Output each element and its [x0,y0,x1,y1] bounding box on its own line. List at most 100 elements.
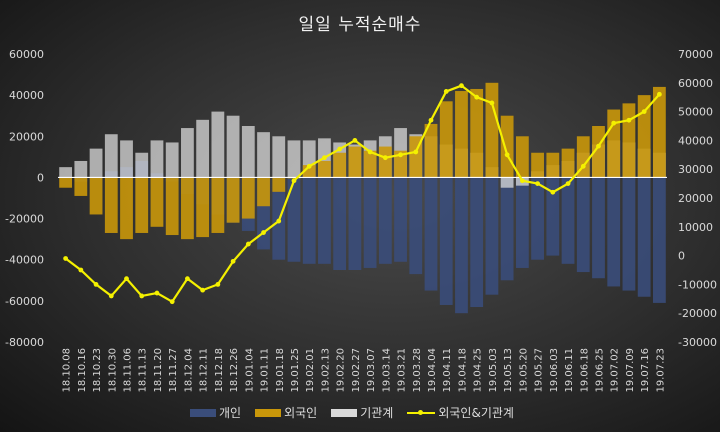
bar-institution [196,119,210,178]
line-point-foreign-institution [139,293,145,299]
line-point-foreign-institution [352,138,358,143]
bar-foreign [135,177,149,233]
y-right-tick-label: 0 [678,250,685,263]
bar-foreign [272,177,286,192]
bar-foreign [378,146,392,178]
x-tick-label: 19.05.03 [488,348,499,393]
bar-foreign [226,177,240,223]
line-point-foreign-institution [656,91,662,97]
x-tick-label: 19.03.28 [412,348,423,393]
bar-foreign [500,115,514,178]
line-point-foreign-institution [443,89,449,94]
y-right-tick-label: -10000 [678,278,717,291]
bar-institution [150,140,164,178]
x-tick-label: 19.01.18 [275,348,286,393]
legend: 개인 외국인 기관계 외국인&기관계 [190,404,514,421]
line-point-foreign-institution [596,143,601,149]
x-tick-label: 19.03.21 [397,348,408,393]
bar-foreign [485,82,499,178]
line-point-foreign-institution [641,109,647,114]
legend-label-institution: 기관계 [360,406,394,420]
bar-foreign [241,177,255,219]
x-tick-label: 18.10.23 [92,348,103,393]
line-point-foreign-institution [428,117,434,123]
x-tick-label: 19.05.20 [518,348,529,393]
line-point-foreign-institution [535,181,540,187]
x-tick-label: 18.12.26 [229,348,240,393]
line-point-foreign-institution [276,218,282,224]
x-tick-label: 19.03.07 [366,348,377,393]
bar-foreign [424,123,438,178]
x-tick-label: 19.04.04 [427,348,438,393]
line-point-foreign-institution [215,282,221,287]
line-point-foreign-institution [580,163,586,169]
line-layer [63,83,662,305]
y-right-tick-label: 40000 [678,134,713,147]
x-tick-label: 19.05.13 [503,348,514,393]
bar-individual [561,177,575,264]
line-point-foreign-institution [322,155,327,161]
line-point-foreign-institution [519,178,525,184]
legend-item-institution: 기관계 [331,404,393,421]
x-tick-label: 19.02.20 [336,348,347,393]
bar-institution [241,126,255,178]
y-right-tick-label: 30000 [678,163,713,176]
bar-foreign [257,177,270,207]
legend-swatch-foreign [255,408,282,417]
bar-individual [546,177,560,256]
bar-institution [257,132,270,178]
x-tick-label: 19.07.23 [655,348,666,393]
y-left-tick-label: 60000 [9,48,44,61]
legend-swatch-foreign-institution-line [407,409,436,417]
right-axis-tick-labels: 70000 60000 50000 40000 30000 20000 10000 0 -100… [678,48,717,349]
y-left-tick-label: 40000 [9,89,44,102]
line-point-foreign-institution [474,94,480,100]
legend-swatch-institution [331,408,358,417]
x-tick-label: 18.11.13 [138,348,149,393]
line-point-foreign-institution [382,155,388,161]
bar-foreign [348,146,362,178]
line-point-foreign-institution [200,287,206,293]
bar-layer [59,82,666,314]
line-point-foreign-institution [504,152,510,158]
x-tick-label: 19.02.01 [305,348,316,393]
legend-item-individual: 개인 [190,404,241,421]
series-line-foreign-institution [64,84,661,304]
line-point-foreign-institution [245,241,251,247]
bar-institution [226,115,240,178]
bar-institution [120,140,133,178]
line-point-foreign-institution [261,230,266,235]
bar-individual [424,177,438,291]
bar-foreign [150,177,164,227]
bar-individual [394,177,407,262]
bar-foreign [165,177,179,236]
x-tick-label: 19.03.14 [381,348,392,393]
x-tick-label: 18.10.16 [77,348,88,393]
bar-individual [378,177,392,264]
bar-foreign [515,136,529,178]
line-point-foreign-institution [367,149,373,155]
legend-label-individual: 개인 [219,406,242,420]
line-point-foreign-institution [306,163,312,169]
x-tick-label: 19.07.02 [610,348,621,393]
bar-institution [181,128,194,178]
line-point-foreign-institution [291,178,297,184]
y-right-tick-label: 70000 [678,48,713,61]
bar-foreign [89,177,103,215]
line-point-foreign-institution [124,276,129,282]
bar-individual [652,177,666,303]
bar-foreign [74,177,88,196]
bar-foreign [622,103,636,178]
line-point-foreign-institution [398,152,403,158]
x-tick-label: 19.02.13 [320,348,331,393]
x-tick-label: 19.01.25 [290,348,301,393]
x-tick-label: 18.12.11 [199,348,210,393]
y-right-tick-label: 50000 [678,106,713,119]
x-tick-label: 19.01.11 [260,348,271,393]
y-left-tick-label: -20000 [5,213,44,226]
bar-individual [455,177,468,314]
bar-foreign [181,177,194,240]
bar-individual [485,177,499,295]
legend-label-foreign: 외국인 [284,406,318,420]
